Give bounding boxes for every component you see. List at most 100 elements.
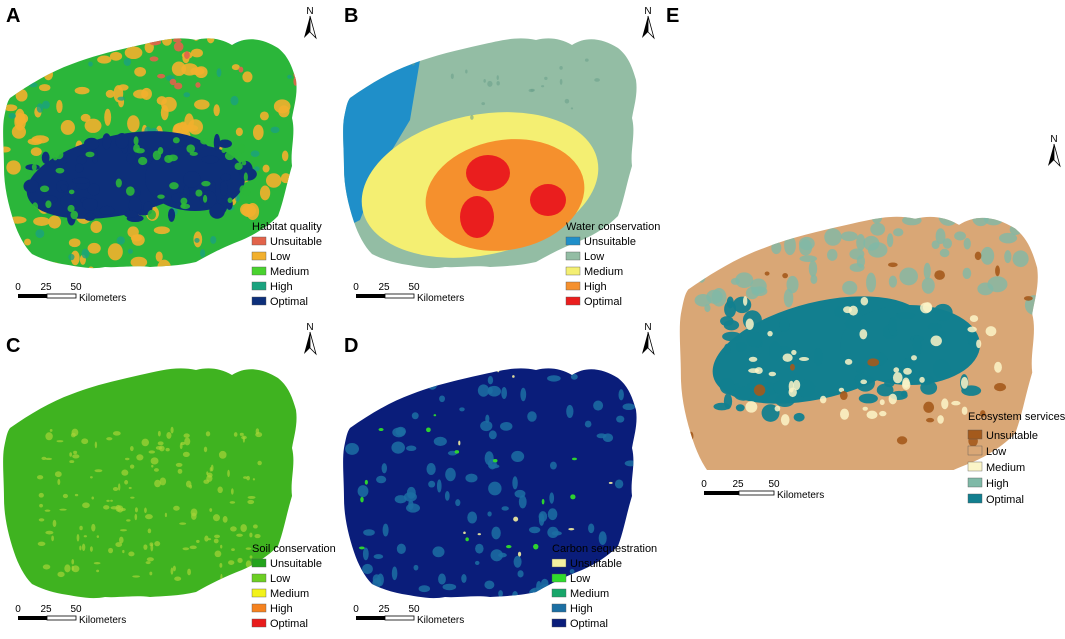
map-patch: [941, 398, 949, 410]
map-patch: [102, 133, 112, 150]
map-patch: [252, 478, 256, 481]
legend-title: Ecosystem services: [968, 411, 1065, 423]
map-patch: [6, 160, 21, 175]
map-patch: [750, 372, 760, 388]
map-patch: [547, 375, 561, 382]
map-patch: [81, 248, 90, 259]
map-patch: [37, 475, 44, 480]
map-patch: [39, 185, 50, 193]
map-patch: [235, 127, 243, 137]
north-arrow-label: N: [306, 322, 313, 333]
map-patch: [427, 377, 438, 390]
map-patch: [411, 61, 415, 66]
map-patch: [262, 164, 270, 173]
map-patch: [217, 486, 223, 494]
map-patch: [83, 137, 100, 150]
scale-tick: 25: [40, 604, 52, 615]
map-patch: [71, 428, 79, 437]
map-patch: [722, 331, 742, 342]
map-patch: [69, 460, 75, 464]
legend-entry: High: [251, 281, 293, 293]
map-patch: [200, 138, 209, 145]
map-patch: [213, 538, 219, 544]
legend-title: Habitat quality: [252, 221, 322, 233]
legend-entry: Low: [251, 251, 290, 263]
map-patch: [487, 80, 493, 87]
map-patch: [784, 235, 796, 256]
map-patch: [199, 190, 217, 208]
map-patch: [60, 184, 68, 192]
map-patch: [934, 270, 945, 280]
map-patch: [547, 526, 559, 539]
map-patch: [793, 412, 805, 422]
map-patch: [197, 38, 204, 40]
panel-letter-e: E: [666, 5, 679, 27]
map-patch: [753, 384, 766, 396]
map-patch: [31, 163, 37, 171]
map-patch: [512, 590, 518, 599]
map-patch: [221, 147, 227, 153]
map-patch: [799, 239, 813, 256]
map-patch: [967, 326, 977, 333]
map-patch: [56, 99, 63, 114]
map-patch: [247, 495, 256, 499]
map-patch: [793, 379, 801, 391]
map-patch: [987, 276, 1008, 293]
map-patch: [697, 268, 706, 283]
map-patch: [206, 471, 209, 476]
map-patch: [501, 506, 509, 511]
legend-swatch: [251, 573, 267, 583]
map-patch: [134, 66, 147, 77]
map-patch: [690, 260, 705, 273]
map-patch: [247, 499, 255, 505]
map-patch: [143, 544, 148, 550]
map-patch: [527, 411, 537, 422]
map-patch: [192, 38, 200, 41]
scale-bar: 0 25 50 Kilometers: [353, 604, 464, 626]
map-patch: [157, 430, 161, 437]
map-patch: [259, 185, 271, 201]
map-patch: [932, 359, 951, 379]
map-patch: [194, 237, 200, 243]
map-patch: [461, 574, 467, 583]
map-patch: [252, 524, 258, 529]
map-patch: [391, 441, 405, 454]
map-patch: [980, 246, 995, 265]
map-patch: [36, 103, 44, 113]
map-patch: [124, 210, 139, 218]
map-patch: [541, 85, 545, 88]
map-patch: [281, 150, 289, 162]
map-patch: [791, 349, 797, 356]
map-patch: [149, 571, 153, 576]
carbon-sequestration-map: [343, 368, 637, 599]
map-patch: [840, 408, 850, 420]
map-patch: [517, 551, 522, 557]
map-patch: [87, 266, 95, 269]
map-patch: [343, 60, 420, 230]
map-patch: [172, 137, 180, 144]
map-patch: [764, 271, 770, 276]
map-patch: [858, 393, 878, 404]
map-patch: [893, 367, 900, 373]
map-patch: [615, 571, 624, 584]
map-patch: [182, 451, 190, 458]
map-patch: [153, 226, 170, 235]
map-patch: [922, 302, 933, 313]
map-patch: [899, 267, 918, 286]
map-patch: [121, 469, 129, 476]
map-patch: [998, 197, 1005, 205]
map-patch: [863, 235, 880, 251]
map-patch: [54, 471, 62, 478]
map-patch: [942, 238, 953, 249]
map-patch: [520, 387, 527, 402]
map-patch: [138, 156, 148, 166]
map-patch: [512, 375, 515, 378]
map-patch: [265, 173, 282, 188]
map-patch: [955, 204, 963, 216]
map-patch: [994, 383, 1007, 392]
map-patch: [220, 573, 223, 582]
legend-entry: Medium: [251, 266, 309, 278]
map-patch: [445, 467, 456, 482]
map-patch: [866, 272, 877, 293]
map-patch: [186, 144, 196, 154]
